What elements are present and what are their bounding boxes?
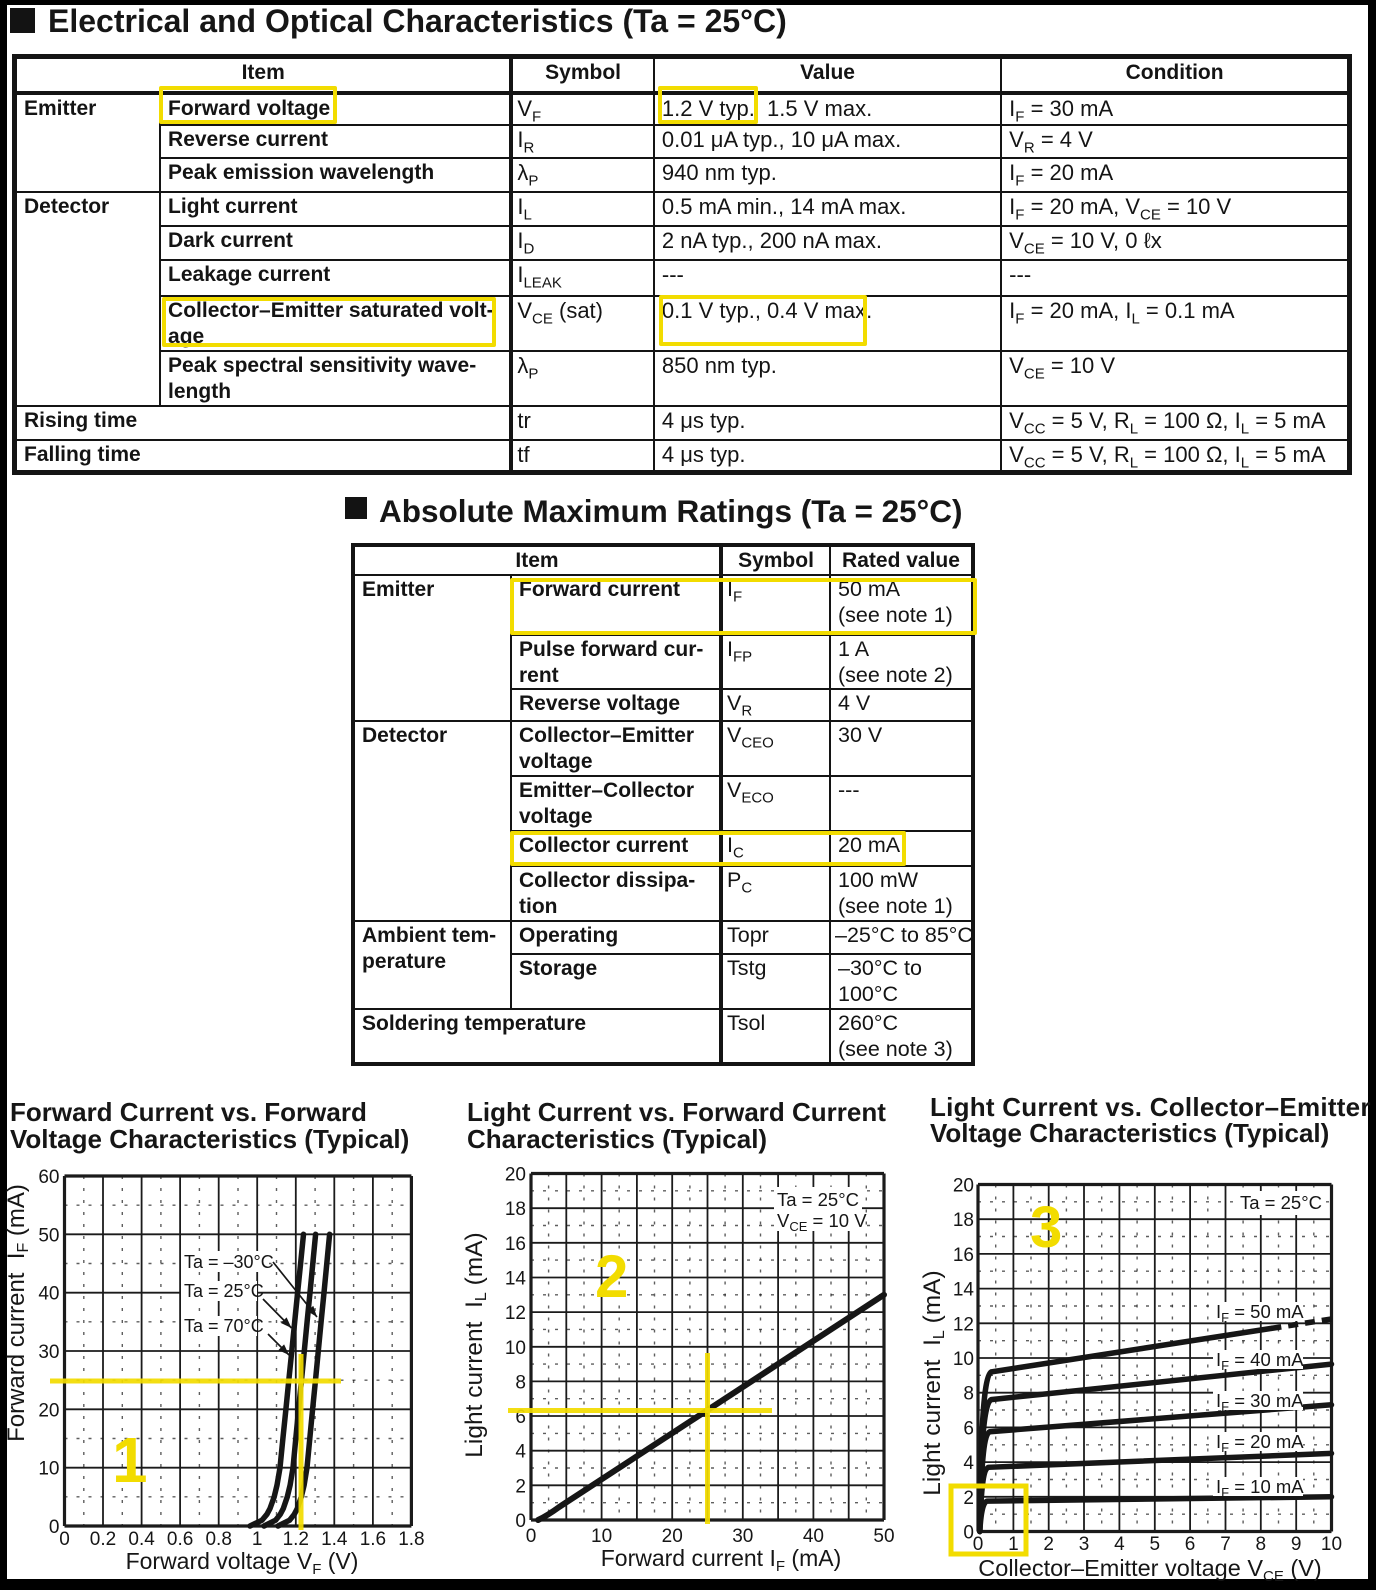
- svg-text:1: 1: [252, 1529, 263, 1550]
- svg-text:0.2: 0.2: [90, 1529, 116, 1550]
- svg-text:Ta = 25°C: Ta = 25°C: [1240, 1192, 1322, 1213]
- svg-text:30: 30: [732, 1526, 753, 1547]
- svg-text:1.2: 1.2: [283, 1529, 309, 1550]
- svg-text:Light current IL (mA): Light current IL (mA): [461, 1232, 490, 1457]
- svg-text:0.6: 0.6: [167, 1529, 193, 1550]
- svg-text:Light Current vs. Collector–Em: Light Current vs. Collector–Emitter: [930, 1092, 1371, 1122]
- svg-text:Voltage Characteristics (Typic: Voltage Characteristics (Typical): [930, 1118, 1329, 1148]
- svg-text:6: 6: [515, 1407, 526, 1428]
- svg-text:0: 0: [59, 1529, 70, 1550]
- svg-text:60: 60: [38, 1167, 59, 1188]
- svg-text:10: 10: [953, 1349, 974, 1370]
- svg-text:3: 3: [1030, 1195, 1062, 1260]
- svg-text:2: 2: [595, 1243, 628, 1310]
- svg-text:50: 50: [38, 1225, 59, 1246]
- svg-text:Forward current IF (mA): Forward current IF (mA): [601, 1545, 842, 1575]
- svg-text:12: 12: [953, 1314, 974, 1335]
- svg-text:IF = 50 mA: IF = 50 mA: [1216, 1301, 1304, 1325]
- svg-text:14: 14: [505, 1269, 527, 1290]
- svg-text:40: 40: [38, 1284, 59, 1305]
- svg-text:0: 0: [515, 1511, 526, 1532]
- svg-text:Ta = 70°C: Ta = 70°C: [184, 1316, 264, 1336]
- svg-text:1: 1: [1008, 1534, 1019, 1555]
- svg-text:Voltage Characteristics (Typic: Voltage Characteristics (Typical): [10, 1124, 409, 1154]
- svg-text:0: 0: [963, 1523, 974, 1544]
- svg-text:0.8: 0.8: [205, 1529, 231, 1550]
- svg-text:40: 40: [803, 1526, 824, 1547]
- svg-text:10: 10: [38, 1459, 59, 1480]
- svg-text:Light current IL (mA): Light current IL (mA): [919, 1270, 948, 1495]
- svg-text:Forward Current vs. Forward: Forward Current vs. Forward: [10, 1097, 367, 1127]
- svg-text:20: 20: [662, 1526, 683, 1547]
- svg-text:Characteristics (Typical): Characteristics (Typical): [467, 1124, 767, 1154]
- svg-text:1.4: 1.4: [321, 1529, 348, 1550]
- svg-text:10: 10: [1321, 1534, 1342, 1555]
- svg-text:14: 14: [953, 1280, 975, 1301]
- svg-text:4: 4: [515, 1442, 526, 1463]
- svg-text:Ta = 25°C: Ta = 25°C: [184, 1281, 264, 1301]
- svg-text:2: 2: [1043, 1534, 1054, 1555]
- svg-text:16: 16: [505, 1234, 526, 1255]
- svg-text:IF = 30 mA: IF = 30 mA: [1216, 1390, 1304, 1414]
- svg-text:2: 2: [515, 1476, 526, 1497]
- svg-text:2: 2: [963, 1488, 974, 1509]
- svg-text:8: 8: [1256, 1534, 1267, 1555]
- svg-text:Forward current IF (mA): Forward current IF (mA): [3, 1184, 32, 1442]
- svg-text:5: 5: [1150, 1534, 1161, 1555]
- svg-text:IF = 10 mA: IF = 10 mA: [1216, 1476, 1304, 1500]
- svg-text:4: 4: [963, 1453, 974, 1474]
- svg-text:1.6: 1.6: [360, 1529, 386, 1550]
- svg-text:Forward voltage VF (V): Forward voltage VF (V): [126, 1548, 359, 1578]
- svg-text:20: 20: [953, 1176, 974, 1197]
- svg-text:18: 18: [953, 1210, 974, 1231]
- svg-text:IF = 20 mA: IF = 20 mA: [1216, 1431, 1304, 1455]
- svg-text:10: 10: [505, 1338, 526, 1359]
- svg-text:0: 0: [526, 1526, 537, 1547]
- svg-text:50: 50: [873, 1526, 894, 1547]
- svg-text:3: 3: [1079, 1534, 1090, 1555]
- svg-text:0: 0: [973, 1534, 984, 1555]
- svg-text:9: 9: [1291, 1534, 1302, 1555]
- svg-text:1.8: 1.8: [398, 1529, 424, 1550]
- svg-text:Light Current vs. Forward Curr: Light Current vs. Forward Current: [467, 1097, 886, 1127]
- svg-text:Collector–Emitter voltage VCE: Collector–Emitter voltage VCE (V): [978, 1555, 1321, 1585]
- svg-text:6: 6: [1185, 1534, 1196, 1555]
- svg-text:8: 8: [963, 1384, 974, 1405]
- svg-text:12: 12: [505, 1303, 526, 1324]
- svg-text:16: 16: [953, 1245, 974, 1266]
- svg-text:20: 20: [38, 1400, 59, 1421]
- svg-text:10: 10: [591, 1526, 612, 1547]
- svg-text:20: 20: [505, 1165, 526, 1186]
- svg-text:0.4: 0.4: [128, 1529, 155, 1550]
- svg-text:6: 6: [963, 1418, 974, 1439]
- svg-text:30: 30: [38, 1342, 59, 1363]
- svg-text:IF = 40 mA: IF = 40 mA: [1216, 1349, 1304, 1373]
- svg-text:8: 8: [515, 1372, 526, 1393]
- svg-text:7: 7: [1220, 1534, 1231, 1555]
- svg-text:4: 4: [1114, 1534, 1125, 1555]
- svg-text:0: 0: [49, 1517, 60, 1538]
- svg-text:1: 1: [112, 1424, 148, 1496]
- svg-text:Ta = –30°C: Ta = –30°C: [184, 1252, 274, 1272]
- svg-text:Ta = 25°C: Ta = 25°C: [777, 1189, 859, 1210]
- svg-text:18: 18: [505, 1199, 526, 1220]
